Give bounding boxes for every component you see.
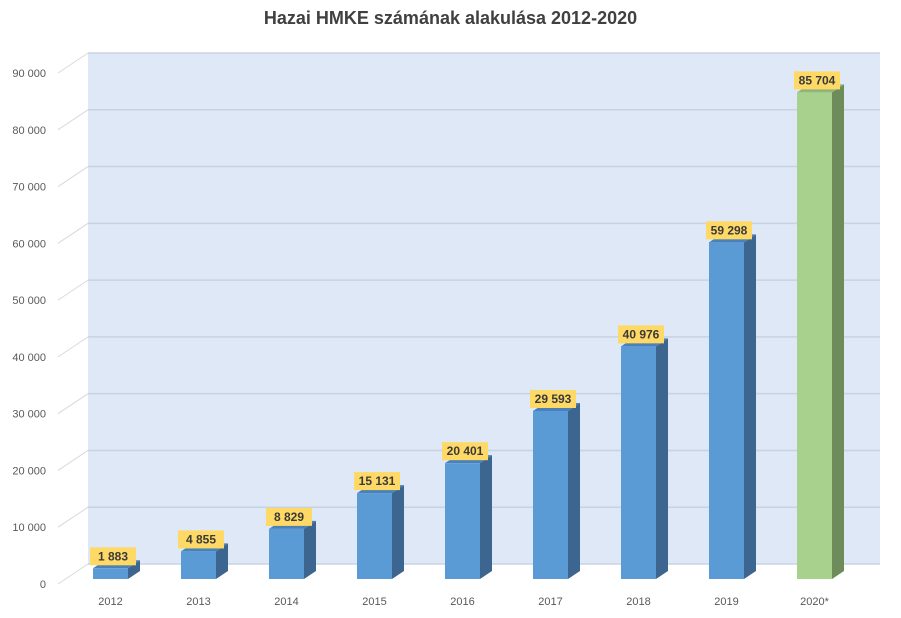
- data-label: 1 883: [98, 549, 128, 563]
- data-label-bg: [266, 507, 312, 526]
- x-tick-label: 2019: [714, 596, 738, 608]
- data-label-bg: [794, 71, 840, 90]
- y-tick-label: 0: [40, 579, 46, 591]
- bar-2016: 20 401: [442, 442, 492, 579]
- data-label-bg: [618, 325, 664, 344]
- data-label: 59 298: [711, 223, 748, 237]
- x-tick-label: 2014: [274, 596, 298, 608]
- bar-2013: 4 855: [178, 530, 228, 579]
- data-label-bg: [90, 547, 136, 566]
- y-tick-label: 40 000: [12, 352, 46, 364]
- bar-2014: 8 829: [266, 507, 316, 579]
- bar-2017: 29 593: [530, 389, 580, 579]
- data-label: 15 131: [359, 474, 396, 488]
- bar-2019: 59 298: [706, 221, 756, 579]
- y-tick-label: 90 000: [12, 68, 46, 80]
- x-tick-label: 2015: [362, 596, 386, 608]
- bar-2012: 1 883: [90, 547, 140, 579]
- y-tick-label: 60 000: [12, 238, 46, 250]
- data-label: 40 976: [623, 327, 660, 341]
- bar-2020*: 85 704: [794, 71, 844, 580]
- bar-2018: 40 976: [618, 325, 668, 579]
- bar-2015: 15 131: [354, 472, 404, 579]
- data-label-bg: [178, 530, 224, 549]
- y-tick-label: 10 000: [12, 522, 46, 534]
- y-tick-label: 50 000: [12, 295, 46, 307]
- data-label-bg: [530, 389, 576, 408]
- x-tick-label: 2018: [626, 596, 650, 608]
- data-label-bg: [442, 442, 488, 461]
- data-label: 29 593: [535, 392, 572, 406]
- chart-title: Hazai HMKE számának alakulása 2012-2020: [263, 8, 638, 28]
- x-tick-label: 2016: [450, 596, 474, 608]
- data-label-bg: [706, 221, 752, 240]
- x-tick-label: 2017: [538, 596, 562, 608]
- data-label-bg: [354, 472, 400, 491]
- data-label: 4 855: [186, 532, 216, 546]
- data-label: 20 401: [447, 444, 484, 458]
- y-tick-label: 30 000: [12, 409, 46, 421]
- x-tick-label: 2013: [186, 596, 210, 608]
- x-tick-label: 2020*: [800, 596, 829, 608]
- data-label: 8 829: [274, 510, 304, 524]
- x-tick-label: 2012: [98, 596, 122, 608]
- y-tick-label: 70 000: [12, 182, 46, 194]
- y-tick-label: 80 000: [12, 125, 46, 137]
- y-tick-label: 20 000: [12, 465, 46, 477]
- data-label: 85 704: [799, 73, 836, 87]
